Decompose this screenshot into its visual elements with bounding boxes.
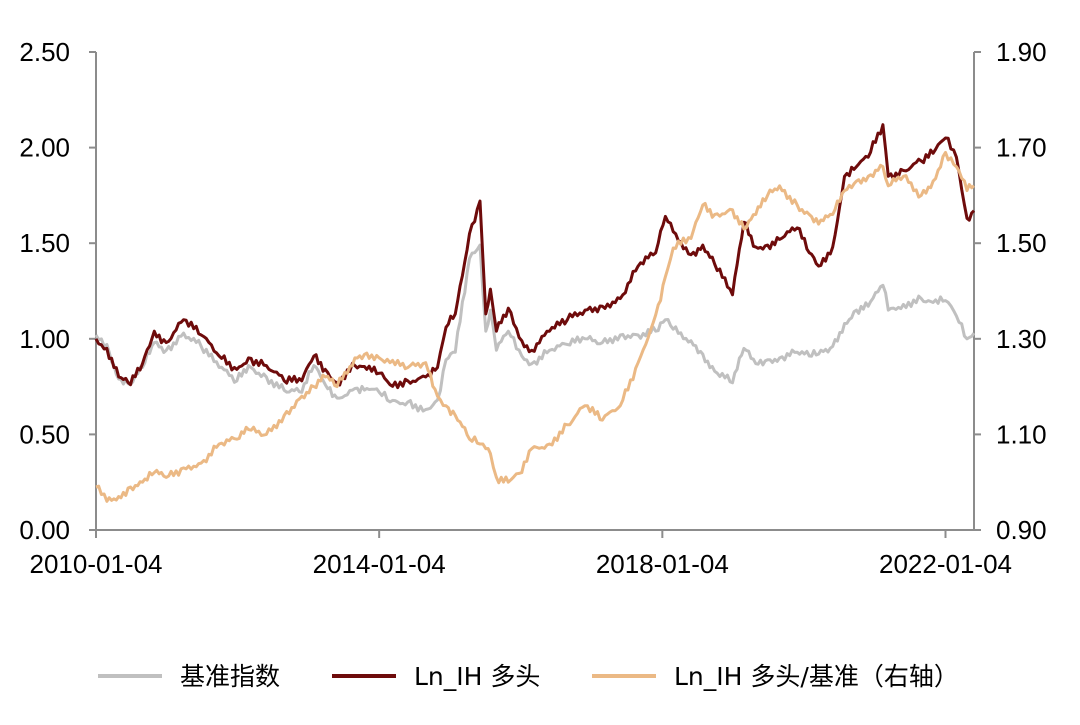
legend-label-2: Ln_IH 多头 <box>414 662 540 691</box>
right-y-tick-label: 1.50 <box>996 228 1047 258</box>
x-tick-label: 2022-01-04 <box>879 549 1012 579</box>
left-y-tick-label: 1.50 <box>19 228 70 258</box>
axes: 0.00 0.50 1.00 1.50 2.00 2.50 0.90 1.10 1.30 1.50… <box>19 37 1046 579</box>
left-y-tick-label: 0.00 <box>19 515 70 545</box>
x-tick-label: 2018-01-04 <box>596 549 729 579</box>
left-y-tick-label: 1.00 <box>19 324 70 354</box>
left-y-tick-label: 2.00 <box>19 133 70 163</box>
x-tick-label: 2014-01-04 <box>313 549 446 579</box>
series-line-1 <box>94 243 976 413</box>
legend: 基准指数 Ln_IH 多头 Ln_IH 多头/基准（右轴） <box>98 662 959 691</box>
left-y-tick-label: 2.50 <box>19 37 70 67</box>
right-y-tick-label: 1.30 <box>996 324 1047 354</box>
legend-label-3: Ln_IH 多头/基准（右轴） <box>674 662 959 691</box>
series-line-2 <box>94 123 976 390</box>
left-y-tick-label: 0.50 <box>19 419 70 449</box>
right-y-tick-label: 1.90 <box>996 37 1047 67</box>
legend-label-1: 基准指数 <box>180 662 280 691</box>
series-line-3 <box>95 150 975 503</box>
series-lines <box>94 123 976 503</box>
right-y-tick-label: 0.90 <box>996 515 1047 545</box>
right-y-tick-label: 1.70 <box>996 133 1047 163</box>
x-tick-label: 2010-01-04 <box>30 549 163 579</box>
right-y-tick-label: 1.10 <box>996 419 1047 449</box>
